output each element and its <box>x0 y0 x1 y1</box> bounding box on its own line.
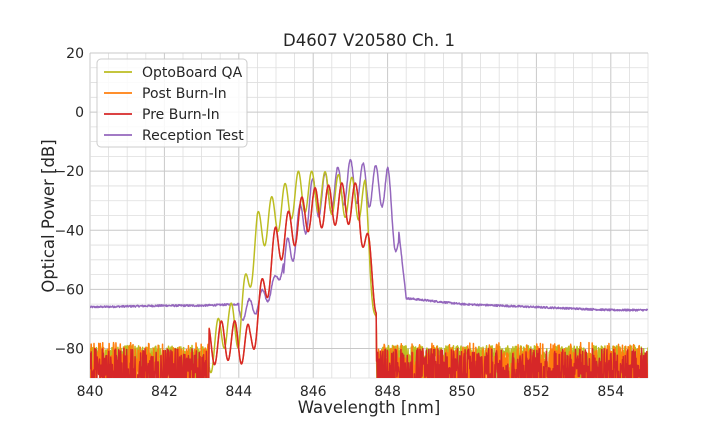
y-tick-label: −20 <box>54 164 84 180</box>
chart-title: D4607 V20580 Ch. 1 <box>283 31 455 50</box>
series-lines <box>90 158 648 378</box>
x-tick-label: 840 <box>77 384 104 400</box>
legend-label: Reception Test <box>142 128 244 144</box>
y-tick-label: −80 <box>54 341 84 357</box>
y-axis: 20 0 −20 −40 −60 −80 <box>54 46 84 357</box>
y-tick-label: −40 <box>54 223 84 239</box>
y-tick-label: 20 <box>66 46 84 62</box>
x-axis-label: Wavelength [nm] <box>298 398 441 417</box>
legend-label: Pre Burn-In <box>142 107 220 123</box>
legend-box <box>96 58 248 148</box>
legend-label: Post Burn-In <box>142 86 227 102</box>
legend-label: OptoBoard QA <box>142 65 243 81</box>
x-tick-label: 848 <box>374 384 401 400</box>
x-tick-label: 842 <box>151 384 178 400</box>
series-line-reception-test <box>90 158 648 322</box>
y-tick-label: 0 <box>75 105 84 121</box>
y-axis-label: Optical Power [dB] <box>39 139 58 292</box>
series-line-pre-burn-in <box>90 182 648 378</box>
x-axis: 840 842 844 846 848 850 852 854 <box>77 384 625 400</box>
x-tick-label: 844 <box>225 384 252 400</box>
x-tick-label: 854 <box>597 384 624 400</box>
y-tick-label: −60 <box>54 282 84 298</box>
x-tick-label: 852 <box>523 384 550 400</box>
x-tick-label: 846 <box>300 384 327 400</box>
legend: OptoBoard QA Post Burn-In Pre Burn-In Recep… <box>96 58 248 148</box>
x-tick-label: 850 <box>449 384 476 400</box>
